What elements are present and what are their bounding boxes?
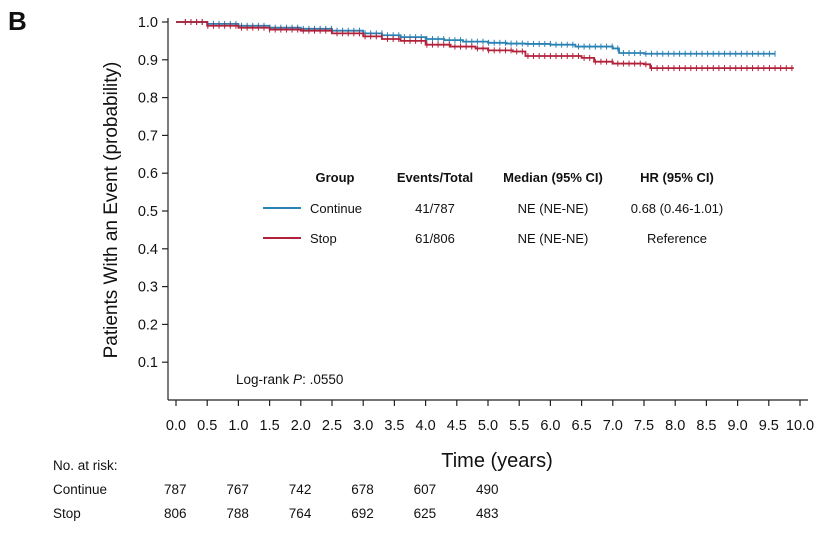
legend-header: Events/Total [397, 170, 473, 185]
x-tick-label: 0.5 [197, 418, 217, 434]
y-tick-label: 0.9 [138, 53, 158, 69]
x-tick-label: 4.0 [416, 418, 436, 434]
risk-cell: 788 [226, 506, 249, 521]
series-layer [176, 19, 794, 72]
x-tick-label: 2.0 [291, 418, 311, 434]
risk-table-title: No. at risk: [53, 458, 118, 473]
x-tick-label: 5.0 [478, 418, 498, 434]
x-tick-label: 6.0 [540, 418, 560, 434]
legend-header: HR (95% CI) [640, 170, 714, 185]
risk-cell: 490 [476, 482, 499, 497]
axes: 0.1 0.2 0.3 0.4 0.5 0.6 0.7 0.8 0.9 1.0 0.0 0.5 1.0 1… [138, 15, 814, 434]
x-tick-label: 8.5 [696, 418, 716, 434]
legend-cell: 61/806 [415, 231, 455, 246]
x-tick-label: 1.5 [260, 418, 280, 434]
legend-cell: 0.68 (0.46-1.01) [631, 201, 724, 216]
x-tick-label: 3.0 [353, 418, 373, 434]
legend-cell: Stop [310, 231, 337, 246]
panel-label: B [8, 6, 27, 36]
log-rank-p: P [293, 372, 302, 387]
x-axis-label: Time (years) [441, 450, 553, 472]
risk-cell: 678 [351, 482, 374, 497]
x-tick-label: 1.0 [228, 418, 248, 434]
legend-header: Median (95% CI) [503, 170, 603, 185]
y-tick-label: 0.1 [138, 355, 158, 371]
legend-header: Group [316, 170, 355, 185]
risk-cell: 742 [288, 482, 312, 497]
legend-cell: NE (NE-NE) [518, 231, 589, 246]
log-rank-annotation: Log-rank P: .0550 [236, 372, 343, 387]
legend-cell: 41/787 [415, 201, 455, 216]
x-tick-label: 10.0 [786, 418, 814, 434]
risk-cell: 787 [164, 482, 187, 497]
series-line-stop [176, 21, 794, 70]
x-tick-label: 7.0 [603, 418, 623, 434]
censor-marks-stop [184, 19, 793, 72]
risk-cell: 806 [164, 506, 187, 521]
risk-cell: 692 [351, 506, 374, 521]
x-tick-label: 0.0 [166, 418, 186, 434]
y-tick-label: 0.8 [138, 91, 158, 107]
x-tick-label: 2.5 [322, 418, 342, 434]
x-tick-label: 9.0 [728, 418, 748, 434]
risk-cell: 764 [288, 506, 312, 521]
legend-cell: NE (NE-NE) [518, 201, 589, 216]
legend-cell: Continue [310, 201, 362, 216]
y-tick-label: 1.0 [138, 15, 158, 31]
y-tick-label: 0.3 [138, 280, 158, 296]
legend-cell: Reference [647, 231, 707, 246]
risk-cell: 625 [413, 506, 437, 521]
y-tick-label: 0.2 [138, 317, 158, 333]
x-tick-label: 7.5 [634, 418, 654, 434]
x-tick-label: 3.5 [384, 418, 404, 434]
y-tick-label: 0.4 [138, 242, 158, 258]
log-rank-prefix: Log-rank [236, 372, 293, 387]
risk-cell: 483 [476, 506, 499, 521]
y-tick-label: 0.6 [138, 166, 158, 182]
x-tick-label: 8.0 [665, 418, 685, 434]
log-rank-value: : .0550 [302, 372, 343, 387]
risk-cell: 767 [226, 482, 249, 497]
legend: Group Events/Total Median (95% CI) HR (95% … [263, 170, 723, 246]
y-tick-label: 0.7 [138, 128, 158, 144]
risk-cell: 607 [413, 482, 437, 497]
x-tick-label: 6.5 [572, 418, 592, 434]
x-tick-label: 4.5 [447, 418, 467, 434]
risk-row-label: Stop [53, 506, 81, 521]
censor-marks-continue [184, 19, 776, 57]
risk-row-label: Continue [53, 482, 108, 497]
x-tick-label: 5.5 [509, 418, 529, 434]
y-tick-label: 0.5 [138, 204, 158, 220]
x-tick-label: 9.5 [759, 418, 779, 434]
